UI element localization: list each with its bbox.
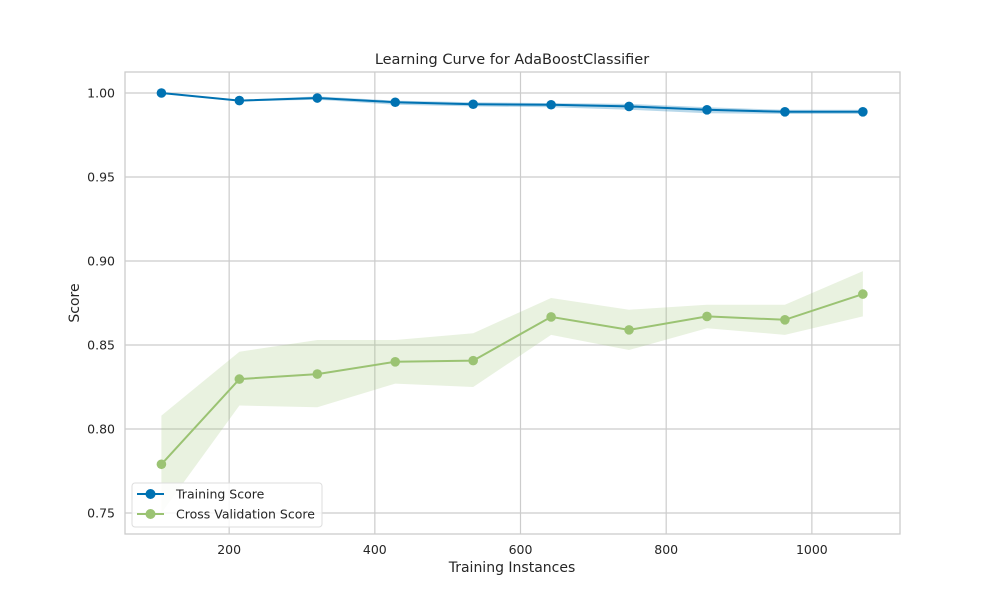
x-tick-label: 1000	[796, 542, 828, 557]
series-1-point	[702, 311, 712, 322]
legend-cv-marker	[145, 509, 156, 519]
x-tick-label: 600	[509, 542, 533, 557]
y-tick-label: 0.80	[87, 422, 115, 437]
series-1-point	[780, 315, 790, 325]
series-1-point	[156, 459, 167, 470]
series-0-point	[312, 93, 323, 103]
series-1-point	[234, 374, 245, 384]
series-1-line	[160, 293, 864, 465]
series-0-point	[390, 97, 401, 108]
series-0-line	[161, 92, 863, 113]
series-1-point	[858, 289, 868, 299]
series-1-point	[312, 369, 323, 379]
x-tick-labels: 200 400 600 800 1000	[217, 542, 828, 557]
series-1-band	[161, 271, 863, 513]
series-0-point	[234, 95, 245, 106]
series-points	[156, 88, 868, 470]
y-tick-label: 1.00	[87, 86, 115, 101]
y-tick-labels: 0.75 0.80 0.85 0.90 0.95 1.00	[87, 86, 115, 521]
chart-title: Learning Curve for AdaBoostClassifier	[375, 52, 649, 68]
series-0-point	[546, 99, 556, 110]
plot-background	[125, 72, 900, 534]
series-1-point	[468, 355, 478, 366]
plot-frame	[124, 71, 901, 535]
series-0-point	[780, 107, 790, 117]
y-tick-label: 0.85	[87, 338, 115, 353]
series-lines	[160, 92, 864, 465]
x-axis-label: Training Instances	[448, 560, 576, 576]
legend-training-marker	[145, 489, 156, 499]
legend-cv-label: Cross Validation Score	[176, 507, 315, 522]
y-axis-label: Score	[67, 283, 83, 322]
series-0-point	[858, 107, 868, 117]
series-0-point	[702, 105, 712, 115]
legend-training-label: Training Score	[175, 487, 265, 502]
series-1-point	[624, 325, 634, 335]
y-tick-label: 0.75	[87, 506, 115, 521]
legend: Training Score Cross Validation Score	[131, 482, 323, 528]
series-0-point	[468, 99, 478, 110]
x-tick-label: 800	[654, 542, 678, 557]
y-tick-label: 0.95	[87, 170, 115, 185]
legend-box	[131, 482, 323, 528]
series-0-point	[624, 101, 634, 112]
series-1-point	[390, 357, 401, 367]
series-1-point	[546, 312, 556, 322]
x-tick-label: 400	[363, 542, 387, 557]
x-tick-label: 200	[217, 542, 241, 557]
y-tick-label: 0.90	[87, 254, 115, 269]
series-0-point	[156, 88, 167, 98]
